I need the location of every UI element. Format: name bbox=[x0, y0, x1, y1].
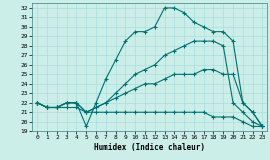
X-axis label: Humidex (Indice chaleur): Humidex (Indice chaleur) bbox=[94, 143, 205, 152]
